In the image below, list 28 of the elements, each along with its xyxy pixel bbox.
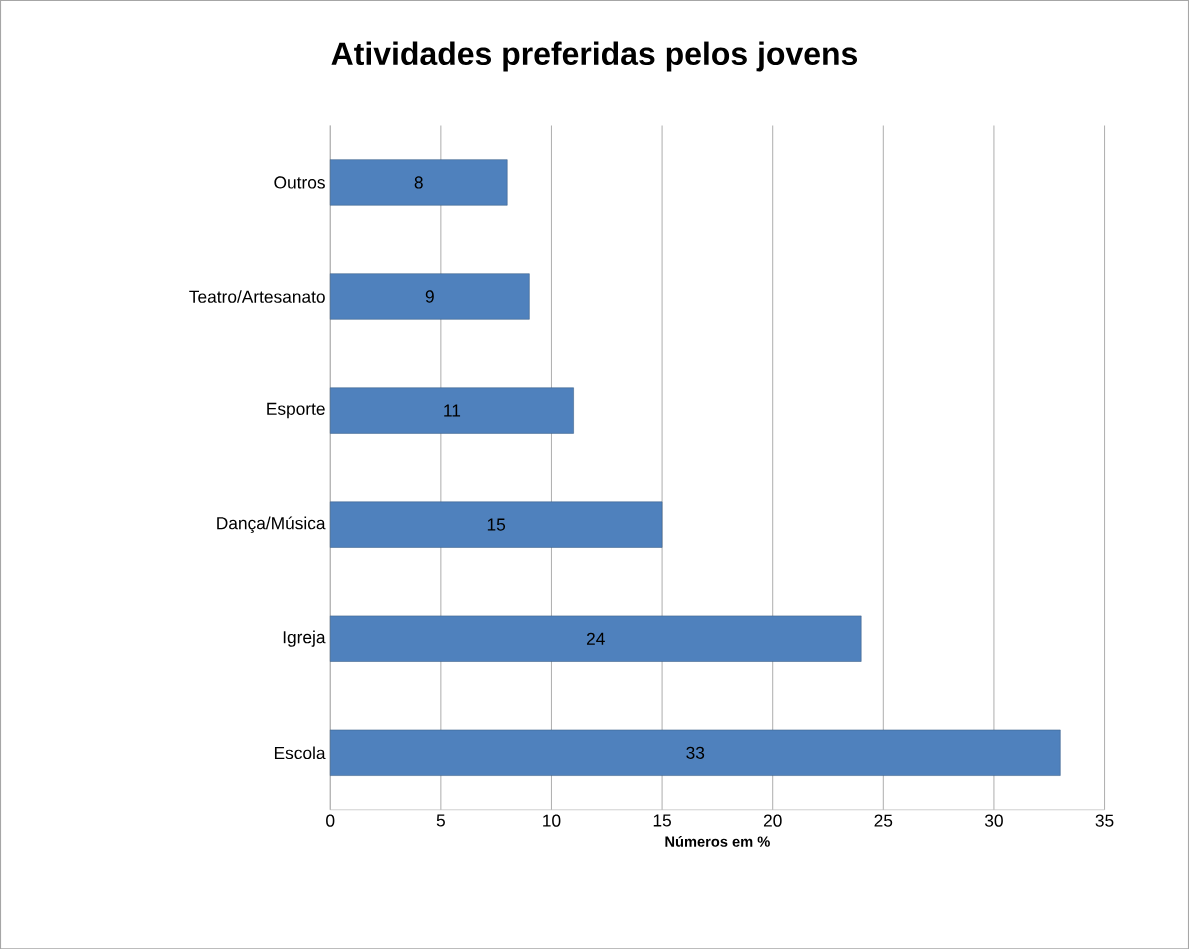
y-tick-label: Dança/Música — [217, 516, 326, 533]
x-tick-label: 10 — [543, 814, 561, 827]
y-tick-label: Igreja — [283, 630, 326, 647]
x-tick-label: 30 — [984, 814, 1003, 827]
bar — [329, 273, 530, 320]
bar — [329, 387, 574, 434]
x-tick-label: 5 — [436, 814, 445, 827]
y-tick-label: Teatro/Artesanato — [189, 290, 325, 303]
bar — [329, 501, 663, 548]
y-tick-label: Outros — [274, 176, 325, 189]
x-tick-label: 20 — [763, 814, 782, 827]
data-label: 8 — [414, 176, 423, 189]
data-label: 15 — [487, 518, 506, 531]
data-label: 9 — [425, 290, 434, 303]
x-tick-label: 0 — [326, 814, 335, 827]
bar — [329, 159, 508, 206]
data-label: 33 — [686, 746, 705, 759]
data-label: 24 — [586, 632, 605, 645]
y-tick-label: Esporte — [267, 402, 325, 419]
x-tick-label: 15 — [653, 814, 671, 827]
bar — [329, 729, 1061, 776]
y-tick-label: Escola — [274, 746, 326, 760]
x-axis-title: Números em % — [665, 835, 770, 847]
x-tick-label: 35 — [1095, 814, 1114, 827]
bar — [329, 615, 862, 662]
x-tick-label: 25 — [874, 814, 893, 827]
data-label: 11 — [444, 404, 461, 417]
chart-title: Atividades preferidas pelos jovens — [331, 41, 858, 72]
